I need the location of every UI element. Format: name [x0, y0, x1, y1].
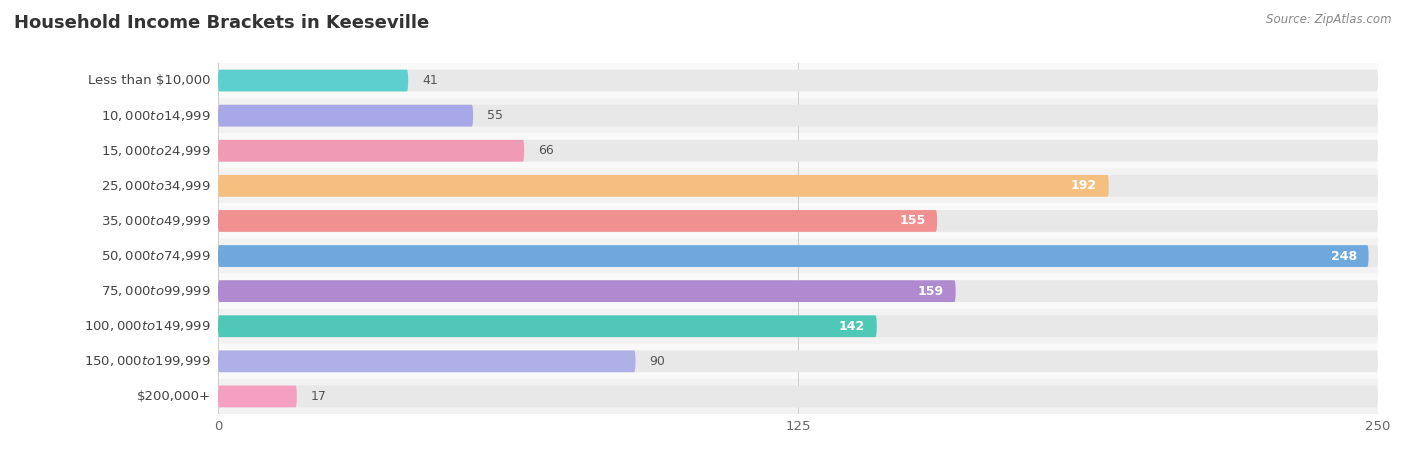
Text: 90: 90 — [650, 355, 665, 368]
FancyBboxPatch shape — [218, 70, 408, 91]
FancyBboxPatch shape — [218, 379, 1378, 414]
Text: 142: 142 — [839, 320, 865, 333]
Text: $50,000 to $74,999: $50,000 to $74,999 — [101, 249, 211, 263]
FancyBboxPatch shape — [218, 105, 472, 126]
Text: 41: 41 — [422, 74, 437, 87]
Text: 55: 55 — [486, 109, 503, 122]
FancyBboxPatch shape — [218, 351, 636, 372]
Text: Source: ZipAtlas.com: Source: ZipAtlas.com — [1267, 14, 1392, 27]
Text: 159: 159 — [918, 285, 943, 297]
FancyBboxPatch shape — [218, 63, 1378, 98]
FancyBboxPatch shape — [218, 386, 297, 407]
FancyBboxPatch shape — [218, 245, 1378, 267]
Text: Less than $10,000: Less than $10,000 — [89, 74, 211, 87]
FancyBboxPatch shape — [218, 175, 1109, 197]
Text: $150,000 to $199,999: $150,000 to $199,999 — [84, 354, 211, 369]
FancyBboxPatch shape — [218, 133, 1378, 168]
Text: $200,000+: $200,000+ — [136, 390, 211, 403]
FancyBboxPatch shape — [218, 344, 1378, 379]
FancyBboxPatch shape — [218, 315, 1378, 337]
FancyBboxPatch shape — [218, 238, 1378, 274]
Text: $100,000 to $149,999: $100,000 to $149,999 — [84, 319, 211, 333]
FancyBboxPatch shape — [218, 386, 1378, 407]
FancyBboxPatch shape — [218, 175, 1378, 197]
FancyBboxPatch shape — [218, 140, 524, 162]
FancyBboxPatch shape — [218, 140, 1378, 162]
FancyBboxPatch shape — [218, 203, 1378, 238]
FancyBboxPatch shape — [218, 274, 1378, 309]
Text: 155: 155 — [900, 215, 925, 227]
Text: $10,000 to $14,999: $10,000 to $14,999 — [101, 108, 211, 123]
Text: $25,000 to $34,999: $25,000 to $34,999 — [101, 179, 211, 193]
FancyBboxPatch shape — [218, 98, 1378, 133]
FancyBboxPatch shape — [218, 351, 1378, 372]
Text: Household Income Brackets in Keeseville: Household Income Brackets in Keeseville — [14, 14, 429, 32]
Text: $35,000 to $49,999: $35,000 to $49,999 — [101, 214, 211, 228]
Text: $15,000 to $24,999: $15,000 to $24,999 — [101, 144, 211, 158]
FancyBboxPatch shape — [218, 210, 1378, 232]
FancyBboxPatch shape — [218, 280, 1378, 302]
FancyBboxPatch shape — [218, 105, 1378, 126]
FancyBboxPatch shape — [218, 168, 1378, 203]
Text: $75,000 to $99,999: $75,000 to $99,999 — [101, 284, 211, 298]
FancyBboxPatch shape — [218, 309, 1378, 344]
Text: 192: 192 — [1071, 180, 1097, 192]
FancyBboxPatch shape — [218, 280, 956, 302]
Text: 248: 248 — [1331, 250, 1357, 262]
FancyBboxPatch shape — [218, 210, 936, 232]
Text: 17: 17 — [311, 390, 326, 403]
Text: 66: 66 — [538, 144, 554, 157]
FancyBboxPatch shape — [218, 70, 1378, 91]
FancyBboxPatch shape — [218, 245, 1368, 267]
FancyBboxPatch shape — [218, 315, 877, 337]
